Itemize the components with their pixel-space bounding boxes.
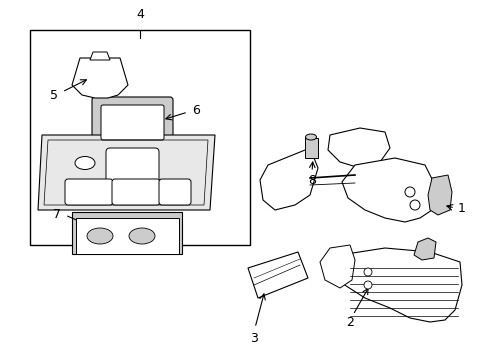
Polygon shape bbox=[427, 175, 451, 215]
Circle shape bbox=[409, 200, 419, 210]
FancyBboxPatch shape bbox=[159, 179, 191, 205]
FancyBboxPatch shape bbox=[65, 179, 113, 205]
Text: 6: 6 bbox=[192, 104, 200, 117]
Bar bbox=[76, 218, 179, 254]
Text: 7: 7 bbox=[53, 207, 61, 220]
Text: 5: 5 bbox=[50, 89, 58, 102]
Polygon shape bbox=[90, 52, 110, 60]
Ellipse shape bbox=[129, 228, 155, 244]
Ellipse shape bbox=[305, 134, 316, 140]
Polygon shape bbox=[247, 252, 307, 298]
Bar bbox=[305, 138, 317, 158]
Text: 8: 8 bbox=[307, 174, 315, 186]
Bar bbox=[72, 212, 182, 254]
Bar bbox=[30, 30, 249, 245]
Text: 2: 2 bbox=[346, 316, 353, 329]
Polygon shape bbox=[413, 238, 435, 260]
Ellipse shape bbox=[87, 228, 113, 244]
Circle shape bbox=[363, 281, 371, 289]
FancyBboxPatch shape bbox=[92, 97, 173, 148]
FancyBboxPatch shape bbox=[106, 148, 159, 184]
Polygon shape bbox=[341, 158, 434, 222]
Polygon shape bbox=[38, 135, 215, 210]
Text: 4: 4 bbox=[136, 8, 143, 21]
Text: 3: 3 bbox=[249, 332, 257, 345]
Polygon shape bbox=[329, 248, 461, 322]
Text: 1: 1 bbox=[457, 202, 465, 215]
FancyBboxPatch shape bbox=[101, 105, 163, 140]
FancyBboxPatch shape bbox=[112, 179, 160, 205]
Ellipse shape bbox=[75, 157, 95, 170]
Polygon shape bbox=[72, 58, 128, 98]
Polygon shape bbox=[319, 245, 354, 288]
Circle shape bbox=[404, 187, 414, 197]
Circle shape bbox=[363, 268, 371, 276]
Polygon shape bbox=[327, 128, 389, 168]
Polygon shape bbox=[260, 148, 317, 210]
